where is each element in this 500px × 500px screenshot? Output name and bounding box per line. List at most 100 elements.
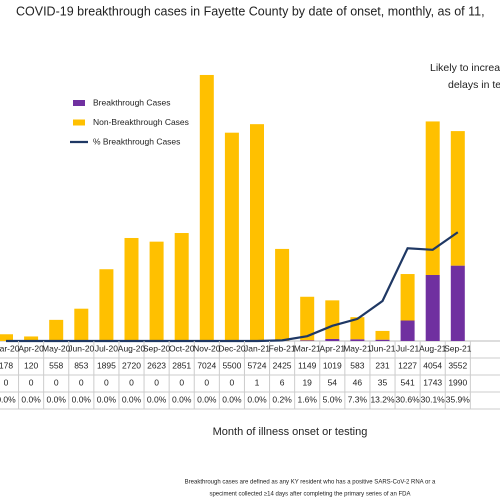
table-cell: 0.0% bbox=[197, 394, 217, 404]
table-cell: 46 bbox=[353, 377, 363, 387]
table-cell: 0.0% bbox=[97, 394, 117, 404]
annotation: Likely to increa bbox=[430, 62, 500, 74]
bar-segment bbox=[350, 317, 365, 340]
table-cell: 35.9% bbox=[446, 394, 471, 404]
table-cell: 0.0% bbox=[21, 394, 41, 404]
bar-segment bbox=[400, 320, 415, 341]
table-cell: 1019 bbox=[323, 360, 342, 370]
bar-segment bbox=[124, 237, 139, 341]
x-tick-label: Nov-20 bbox=[193, 343, 221, 353]
x-tick-label: Mar-21 bbox=[294, 343, 321, 353]
x-tick-label: Jul-20 bbox=[95, 343, 118, 353]
x-tick-label: Aug-21 bbox=[419, 343, 447, 353]
table-cell: 0 bbox=[129, 377, 134, 387]
bar-segment bbox=[350, 339, 365, 341]
table-cell: 0 bbox=[154, 377, 159, 387]
bar-segment bbox=[325, 300, 340, 339]
table-cell: 2623 bbox=[147, 360, 166, 370]
table-cell: 13.2% bbox=[370, 394, 395, 404]
table-cell: 583 bbox=[350, 360, 364, 370]
table-cell: 0 bbox=[4, 377, 9, 387]
x-tick-label: Sep-20 bbox=[143, 343, 171, 353]
bar-segment bbox=[300, 296, 315, 341]
table-cell: 0 bbox=[104, 377, 109, 387]
bar-segment bbox=[99, 269, 114, 341]
table-cell: 6 bbox=[280, 377, 285, 387]
table-cell: 3552 bbox=[448, 360, 467, 370]
bar-segment bbox=[425, 121, 440, 275]
bar-segment bbox=[174, 233, 189, 341]
table-cell: 1743 bbox=[423, 377, 442, 387]
x-tick-label: Jun-20 bbox=[68, 343, 94, 353]
x-tick-label: Oct-20 bbox=[169, 343, 195, 353]
table-cell: 0.0% bbox=[72, 394, 92, 404]
table-cell: 7024 bbox=[197, 360, 216, 370]
bar-segment bbox=[24, 336, 39, 341]
table-cell: 1227 bbox=[398, 360, 417, 370]
table-cell: 0 bbox=[79, 377, 84, 387]
table-cell: 7.3% bbox=[348, 394, 368, 404]
table-cell: 0.0% bbox=[172, 394, 192, 404]
bar-segment bbox=[325, 338, 340, 341]
x-tick-label: Dec-20 bbox=[218, 343, 246, 353]
table-cell: 178 bbox=[0, 360, 13, 370]
table-cell: 1 bbox=[255, 377, 260, 387]
table-cell: 0.2% bbox=[272, 394, 292, 404]
table-cell: 30.1% bbox=[421, 394, 446, 404]
bar-segment bbox=[0, 334, 13, 341]
table-cell: 541 bbox=[401, 377, 415, 387]
x-tick-label: May-21 bbox=[343, 343, 372, 353]
bar-segment bbox=[375, 330, 390, 340]
x-tick-label: Sep-21 bbox=[444, 343, 472, 353]
x-tick-label: May-20 bbox=[42, 343, 71, 353]
footnote: Breakthrough cases are defined as any KY… bbox=[185, 480, 436, 486]
bar-segment bbox=[199, 74, 214, 341]
table-cell: 0.0% bbox=[222, 394, 242, 404]
bar-segment bbox=[450, 131, 465, 266]
chart-title: COVID-19 breakthrough cases in Fayette C… bbox=[16, 4, 485, 18]
table-cell: 558 bbox=[49, 360, 63, 370]
bar-segment bbox=[275, 248, 290, 341]
x-tick-label: Aug-20 bbox=[118, 343, 146, 353]
bar-segment bbox=[49, 319, 64, 341]
table-cell: 5724 bbox=[248, 360, 267, 370]
table-cell: 0.0% bbox=[0, 394, 16, 404]
table-cell: 0 bbox=[54, 377, 59, 387]
footnote: speciment collected ≥14 days after compl… bbox=[209, 492, 410, 498]
x-tick-label: Feb-21 bbox=[269, 343, 296, 353]
bar-segment bbox=[400, 274, 415, 321]
bar-segment bbox=[250, 124, 264, 341]
x-tick-label: Apr-20 bbox=[18, 343, 44, 353]
x-tick-label: Jun-21 bbox=[370, 343, 396, 353]
table-cell: 0.0% bbox=[47, 394, 67, 404]
table-cell: 4054 bbox=[423, 360, 442, 370]
table-cell: 0.0% bbox=[147, 394, 167, 404]
table-cell: 0 bbox=[179, 377, 184, 387]
bar-segment bbox=[74, 308, 89, 341]
table-cell: 35 bbox=[378, 377, 388, 387]
table-cell: 1990 bbox=[448, 377, 467, 387]
table-cell: 0.0% bbox=[247, 394, 267, 404]
table-cell: 30.6% bbox=[396, 394, 421, 404]
x-tick-label: Jan-21 bbox=[244, 343, 270, 353]
table-cell: 5500 bbox=[222, 360, 241, 370]
table-cell: 2851 bbox=[172, 360, 191, 370]
annotation: delays in te bbox=[448, 79, 500, 91]
table-cell: 1895 bbox=[97, 360, 116, 370]
table-cell: 5.0% bbox=[323, 394, 343, 404]
table-cell: 19 bbox=[302, 377, 312, 387]
bar-segment bbox=[300, 340, 315, 341]
table-cell: 0 bbox=[29, 377, 34, 387]
x-tick-label: Jul-21 bbox=[396, 343, 419, 353]
table-cell: 0.0% bbox=[122, 394, 142, 404]
table-cell: 120 bbox=[24, 360, 38, 370]
bar-segment bbox=[375, 339, 390, 341]
table-cell: 2425 bbox=[273, 360, 292, 370]
bar-segment bbox=[224, 132, 239, 341]
bar-segment bbox=[425, 274, 440, 341]
table-cell: 231 bbox=[375, 360, 389, 370]
table-cell: 54 bbox=[328, 377, 338, 387]
bar-segment bbox=[149, 241, 164, 341]
x-axis-label: Month of illness onset or testing bbox=[213, 426, 368, 438]
